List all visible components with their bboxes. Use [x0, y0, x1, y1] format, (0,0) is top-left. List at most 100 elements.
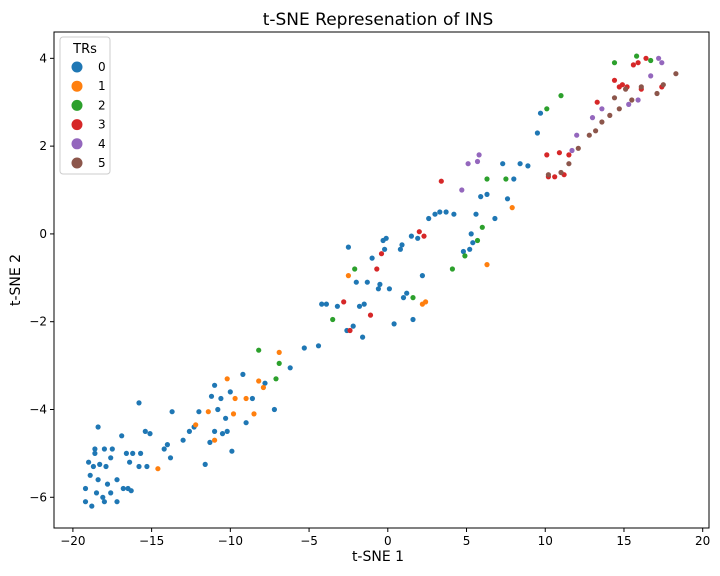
point-tr0-15 — [101, 446, 107, 452]
point-tr0-75 — [375, 286, 381, 292]
point-tr0-27 — [127, 459, 133, 465]
point-tr0-24 — [104, 481, 111, 487]
point-tr0-94 — [451, 211, 457, 217]
point-tr1-8 — [251, 411, 257, 417]
point-tr1-6 — [232, 395, 238, 402]
legend-marker-tr3 — [71, 119, 83, 131]
point-tr1-1 — [193, 422, 199, 428]
legend: TRs 0 1 2 3 4 5 — [59, 36, 111, 175]
point-tr0-16 — [92, 450, 98, 456]
legend-marker-tr1 — [71, 80, 83, 92]
point-tr0-56 — [243, 420, 249, 426]
point-tr0-38 — [169, 409, 175, 415]
point-tr0-84 — [400, 295, 407, 301]
point-tr0-25 — [95, 424, 101, 430]
point-tr0-63 — [319, 301, 325, 307]
point-tr4-2 — [474, 158, 481, 165]
point-tr0-85 — [404, 290, 410, 296]
point-tr0-42 — [196, 409, 202, 415]
point-tr0-55 — [240, 371, 246, 377]
point-tr2-14 — [611, 60, 618, 66]
point-tr5-14 — [660, 82, 666, 88]
point-tr1-10 — [260, 384, 266, 391]
point-tr0-54 — [227, 389, 233, 395]
legend-title: TRs — [72, 42, 97, 57]
point-tr0-64 — [323, 301, 329, 307]
point-tr2-7 — [462, 253, 468, 259]
point-tr5-1 — [558, 169, 564, 176]
point-tr0-44 — [207, 439, 213, 445]
point-tr0-83 — [399, 242, 405, 248]
point-tr4-10 — [648, 73, 654, 79]
x-tick-label: 10 — [538, 534, 553, 548]
point-tr0-80 — [386, 286, 392, 292]
point-tr1-16 — [509, 205, 515, 211]
point-tr3-17 — [619, 82, 626, 88]
point-tr0-102 — [492, 215, 498, 222]
point-tr3-22 — [643, 55, 649, 61]
x-axis-label: t-SNE 1 — [352, 549, 404, 565]
point-tr5-13 — [654, 90, 660, 97]
point-tr0-51 — [223, 415, 229, 421]
point-tr0-26 — [92, 446, 98, 452]
point-tr5-4 — [586, 132, 592, 138]
point-tr2-12 — [544, 106, 550, 112]
x-tick-label: 5 — [463, 534, 471, 548]
legend-items: 0 1 2 3 4 5 — [71, 60, 106, 170]
plot-frame — [53, 31, 710, 529]
point-tr0-0 — [82, 485, 89, 492]
point-tr0-2 — [89, 503, 95, 509]
point-tr2-5 — [410, 295, 416, 301]
point-tr3-14 — [594, 99, 600, 105]
point-tr0-47 — [212, 382, 218, 388]
point-tr0-14 — [109, 446, 115, 452]
point-tr0-30 — [144, 463, 150, 470]
point-tr2-2 — [276, 360, 282, 366]
x-tick-label: 20 — [695, 534, 710, 548]
point-tr0-50 — [218, 395, 224, 402]
point-tr4-8 — [626, 101, 632, 107]
point-tr0-62 — [315, 343, 322, 349]
point-tr0-74 — [369, 255, 375, 261]
point-tr1-15 — [484, 262, 490, 268]
point-tr5-2 — [566, 161, 572, 167]
point-tr0-101 — [484, 191, 490, 197]
point-tr3-7 — [438, 178, 444, 184]
point-tr4-7 — [599, 106, 605, 112]
point-tr0-72 — [361, 301, 367, 307]
point-tr0-6 — [108, 490, 114, 496]
point-tr0-68 — [345, 244, 351, 250]
point-tr0-97 — [470, 240, 476, 246]
x-tick-label: 0 — [384, 534, 392, 548]
point-tr3-6 — [421, 233, 427, 239]
x-axis: −20 −15 −10 −5 0 5 10 15 20 — [60, 528, 710, 548]
legend-marker-tr2 — [71, 99, 83, 111]
point-tr0-37 — [167, 455, 174, 461]
point-tr1-4 — [224, 376, 230, 382]
point-tr4-5 — [574, 132, 580, 138]
point-tr0-45 — [212, 428, 218, 434]
point-tr0-93 — [443, 209, 449, 215]
point-tr5-5 — [593, 128, 599, 134]
point-tr0-89 — [419, 273, 425, 279]
point-tr2-1 — [273, 376, 279, 382]
point-tr2-8 — [474, 237, 481, 244]
point-tr0-59 — [271, 406, 277, 413]
point-tr0-86 — [408, 233, 414, 239]
legend-label-tr2: 2 — [98, 98, 106, 112]
point-tr0-23 — [95, 477, 101, 483]
point-tr0-13 — [119, 433, 125, 439]
point-tr5-3 — [575, 145, 581, 151]
point-tr2-6 — [449, 266, 455, 272]
point-tr0-46 — [208, 393, 215, 399]
point-tr0-108 — [534, 130, 541, 136]
point-tr0-91 — [432, 211, 438, 217]
point-tr0-1 — [82, 499, 89, 505]
points-layer — [82, 53, 679, 509]
point-tr2-4 — [352, 266, 358, 272]
point-tr0-32 — [142, 428, 148, 434]
point-tr0-92 — [437, 209, 443, 215]
point-tr3-20 — [635, 60, 641, 66]
point-tr0-87 — [410, 316, 416, 323]
point-tr2-11 — [503, 176, 509, 182]
